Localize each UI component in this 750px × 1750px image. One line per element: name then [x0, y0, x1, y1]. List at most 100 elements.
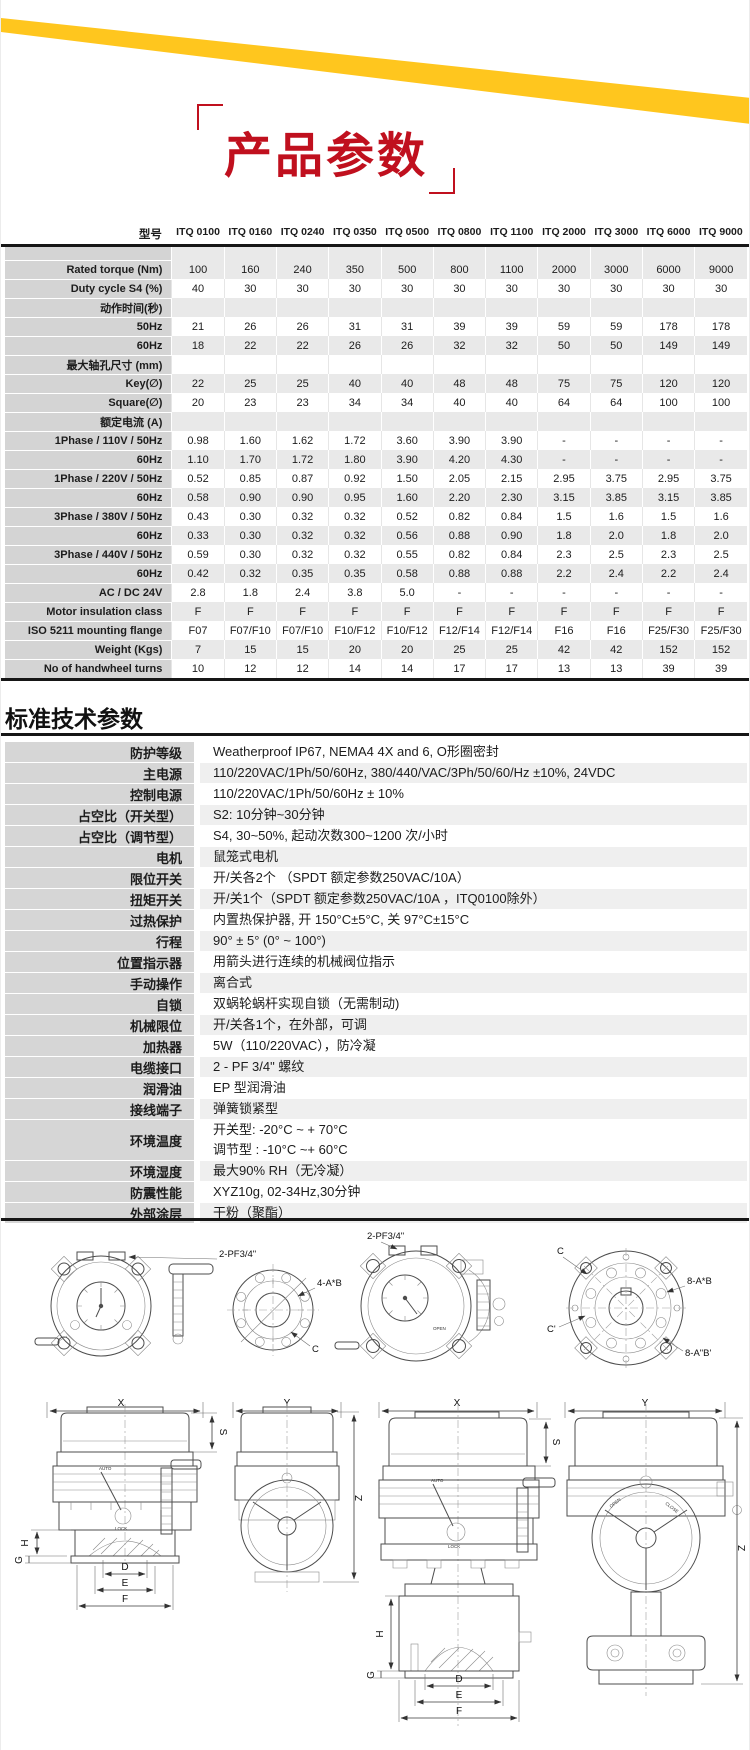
spec-cell: 120: [694, 374, 747, 393]
spec-cell: F: [275, 602, 329, 621]
spec-cell: 149: [641, 336, 695, 355]
spec-cell: 26: [275, 317, 329, 336]
spec-cell: F: [380, 602, 434, 621]
spec-cell: F: [223, 602, 277, 621]
spec-cell: F07/F10: [223, 621, 277, 640]
spec-model-header: ITQ 0100: [171, 222, 225, 247]
param-label: 手动操作: [5, 972, 200, 994]
spec-cell: F: [641, 602, 695, 621]
spec-cell: 0.88: [432, 564, 486, 583]
spec-cell: 0.90: [275, 488, 329, 507]
spec-cell: 42: [537, 640, 591, 659]
spec-cell: -: [589, 450, 643, 469]
spec-cell: 20: [328, 640, 382, 659]
spec-row-label: Weight (Kgs): [5, 640, 172, 660]
spec-cell: 0.32: [275, 526, 329, 545]
spec-cell: 14: [328, 659, 382, 678]
large-actuator-front-view: X S AUTO LOCK: [366, 1398, 561, 1726]
dim-y-small: Y: [284, 1398, 291, 1409]
spec-row-label: AC / DC 24V: [5, 583, 172, 603]
spec-cell: 59: [589, 317, 643, 336]
param-label: 环境温度: [5, 1119, 200, 1161]
param-row: 润滑油 EP 型润滑油: [5, 1077, 747, 1099]
spec-cell: 1.72: [275, 450, 329, 469]
param-row: 限位开关 开/关各2个 （SPDT 额定参数250VAC/10A）: [5, 867, 747, 889]
spec-cell: [380, 355, 434, 374]
spec-cell: 39: [694, 659, 747, 678]
small-actuator-front-view: X S AUTO LOCK H: [14, 1398, 228, 1610]
spec-cell: 30: [589, 279, 643, 298]
spec-cell: 0.32: [275, 507, 329, 526]
spec-row-label: 60Hz: [5, 336, 172, 356]
spec-cell: 30: [275, 279, 329, 298]
spec-cell: 39: [641, 659, 695, 678]
spec-cell: 0.30: [223, 507, 277, 526]
spec-cell: 31: [380, 317, 434, 336]
large-flange-c-prime-label: C': [547, 1324, 556, 1335]
spec-cell: 0.59: [171, 545, 225, 564]
spec-cell: 2.15: [485, 469, 538, 488]
spec-cell: 100: [171, 260, 225, 279]
title-bracket-bottom-right: [429, 168, 455, 194]
large-flange-inner-callout: 8-A"B': [685, 1348, 711, 1359]
spec-cell: 75: [537, 374, 591, 393]
spec-row: 60Hz 18 22 22 26 26 32 32 50 50 149 149: [5, 336, 747, 356]
spec-cell: -: [485, 583, 538, 602]
spec-cell: 34: [380, 393, 434, 412]
spec-cell: 0.35: [328, 564, 382, 583]
spec-cell: 0.58: [380, 564, 434, 583]
param-value: 双蜗轮蜗杆实现自锁（无需制动): [197, 993, 747, 1015]
spec-cell: 22: [223, 336, 277, 355]
param-value: S2: 10分钟~30分钟: [197, 804, 747, 826]
spec-cell: 2.5: [694, 545, 747, 564]
spec-cell: [537, 298, 591, 317]
dim-x-small: X: [118, 1398, 125, 1409]
spec-cell: 3.90: [432, 431, 486, 450]
spec-cell: 2.0: [589, 526, 643, 545]
param-value: 用箭头进行连续的机械阀位指示: [197, 951, 747, 973]
param-row: 占空比（开关型） S2: 10分钟~30分钟: [5, 804, 747, 826]
spec-cell: 0.58: [171, 488, 225, 507]
spec-cell: [537, 412, 591, 431]
spec-row: 1Phase / 110V / 50Hz 0.98 1.60 1.62 1.72 3.60…: [5, 431, 747, 451]
spec-cell: 39: [432, 317, 486, 336]
spec-model-header: ITQ 6000: [642, 222, 695, 247]
spec-cell: 12: [275, 659, 329, 678]
spec-row-label: 60Hz: [5, 488, 172, 508]
spec-cell: 0.32: [275, 545, 329, 564]
spec-cell: 13: [537, 659, 591, 678]
spec-cell: 2.5: [589, 545, 643, 564]
rule-under-spec-table: [1, 678, 749, 681]
spec-cell: 0.90: [223, 488, 277, 507]
spec-cell: F07/F10: [275, 621, 329, 640]
spec-row: Square(∅) 20 23 23 34 34 40 40 64 64 100 100: [5, 393, 747, 413]
spec-row-label: 1Phase / 110V / 50Hz: [5, 431, 172, 451]
spec-cell: 0.87: [275, 469, 329, 488]
spec-cell: 3.60: [380, 431, 434, 450]
spec-cell: 39: [485, 317, 538, 336]
spec-cell: 2.05: [432, 469, 486, 488]
spec-cell: [485, 298, 538, 317]
wheel-open-label: OPEN: [609, 1497, 622, 1509]
params-table-body: 防护等级 Weatherproof IP67, NEMA4 4X and 6, O…: [5, 742, 747, 1224]
spec-cell: 1.8: [641, 526, 695, 545]
spec-cell: 1.70: [223, 450, 277, 469]
spec-cell: -: [641, 583, 695, 602]
spec-cell: 1.50: [380, 469, 434, 488]
spec-cell: [589, 412, 643, 431]
dim-z-large: Z: [737, 1545, 748, 1551]
spec-cell: 30: [432, 279, 486, 298]
title-bracket-top-left: [197, 104, 223, 130]
spec-cell: 7: [171, 640, 225, 659]
spec-cell: 0.88: [485, 564, 538, 583]
spec-cell: 26: [380, 336, 434, 355]
spec-cell: 800: [432, 260, 486, 279]
spec-cell: 0.52: [380, 507, 434, 526]
spec-cell: 2.30: [485, 488, 538, 507]
spec-row-label: 3Phase / 440V / 50Hz: [5, 545, 172, 565]
large-flange-view: C C' 8-A*B 8-A"B': [547, 1246, 712, 1368]
large-flange-outer-callout: 8-A*B: [687, 1276, 712, 1287]
spec-cell: 40: [380, 374, 434, 393]
param-row: 加热器 5W（110/220VAC），防冷凝: [5, 1035, 747, 1057]
yellow-swoosh-decoration: [1, 18, 749, 124]
